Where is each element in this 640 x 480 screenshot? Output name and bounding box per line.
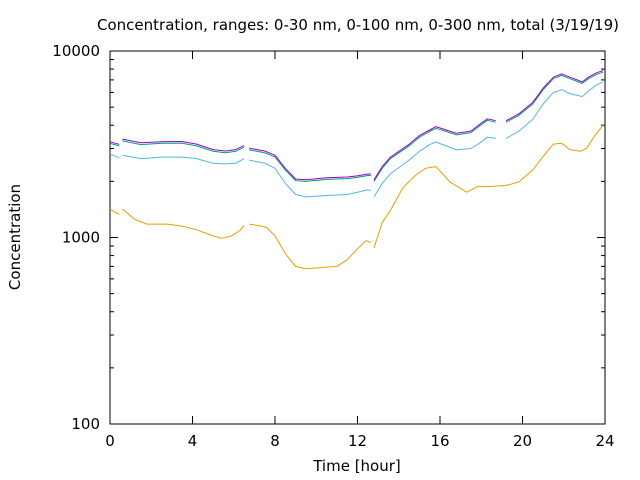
y-tick-label: 1000 — [62, 229, 100, 247]
x-tick-label: 8 — [270, 432, 280, 450]
x-tick-label: 0 — [105, 432, 115, 450]
series-line-2 — [109, 81, 604, 198]
series-path-1 — [109, 124, 604, 270]
series-path-2 — [109, 81, 604, 198]
y-tick-label: 100 — [71, 415, 100, 433]
x-tick-label: 12 — [348, 432, 367, 450]
series-line-3 — [109, 71, 604, 182]
series-line-1 — [109, 124, 604, 270]
series-path-4 — [109, 70, 604, 181]
y-minor-ticks — [110, 59, 605, 369]
series-line-4 — [109, 70, 604, 181]
y-axis-label: Concentration — [6, 184, 24, 290]
x-tick-label: 16 — [430, 432, 449, 450]
axis-ticks: 0 4 8 12 16 20 24 100 1000 10000 — [52, 42, 614, 450]
chart-title: Concentration, ranges: 0-30 nm, 0-100 nm… — [97, 16, 619, 34]
x-tick-label: 20 — [513, 432, 532, 450]
series-path-3 — [109, 71, 604, 182]
y-tick-label: 10000 — [52, 42, 100, 60]
x-axis-label: Time [hour] — [312, 457, 401, 475]
x-tick-label: 24 — [595, 432, 614, 450]
x-tick-label: 4 — [188, 432, 198, 450]
plot-frame — [109, 50, 606, 425]
series-group — [109, 70, 604, 270]
